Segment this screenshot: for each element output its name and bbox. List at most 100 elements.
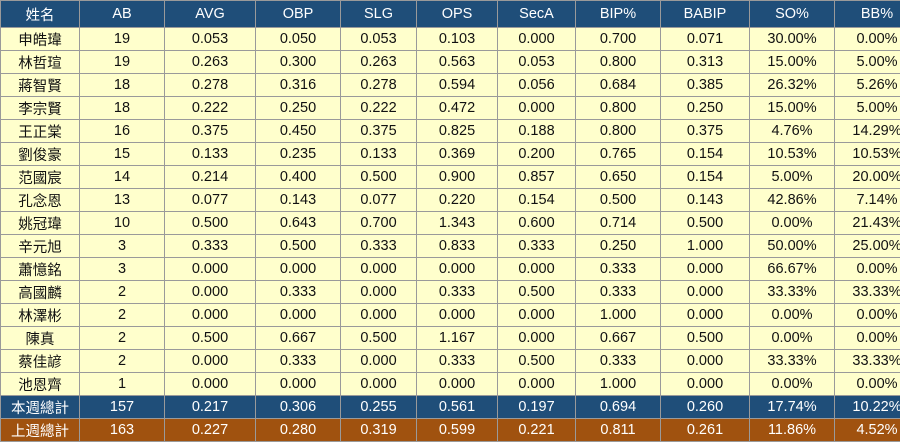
cell-name: 王正棠 [1, 120, 80, 143]
cell-bb-pct: 10.53% [835, 143, 900, 166]
cell-ops: 1.167 [417, 327, 498, 350]
cell-slg: 0.000 [341, 304, 417, 327]
cell-bip-pct: 0.667 [576, 327, 661, 350]
cell-bb-pct: 0.00% [835, 373, 900, 396]
cell-avg: 0.000 [165, 350, 256, 373]
cell-name: 本週總計 [1, 396, 80, 419]
cell-bb-pct: 5.00% [835, 97, 900, 120]
cell-name: 蔣智賢 [1, 74, 80, 97]
header-babip: BABIP [661, 1, 750, 28]
cell-ab: 2 [80, 327, 165, 350]
cell-obp: 0.300 [256, 51, 341, 74]
header-so-pct: SO% [750, 1, 835, 28]
header-avg: AVG [165, 1, 256, 28]
cell-ops: 1.343 [417, 212, 498, 235]
cell-so-pct: 33.33% [750, 350, 835, 373]
cell-name: 林澤彬 [1, 304, 80, 327]
cell-obp: 0.333 [256, 281, 341, 304]
cell-name: 姚冠瑋 [1, 212, 80, 235]
cell-ab: 3 [80, 235, 165, 258]
cell-name: 申皓瑋 [1, 28, 80, 51]
cell-ops: 0.599 [417, 419, 498, 442]
cell-babip: 0.313 [661, 51, 750, 74]
header-seca: SecA [498, 1, 576, 28]
cell-ab: 1 [80, 373, 165, 396]
cell-seca: 0.600 [498, 212, 576, 235]
header-row: 姓名 AB AVG OBP SLG OPS SecA BIP% BABIP SO… [1, 1, 900, 28]
cell-name: 蕭憶銘 [1, 258, 80, 281]
cell-seca: 0.000 [498, 97, 576, 120]
cell-bip-pct: 0.333 [576, 281, 661, 304]
cell-obp: 0.667 [256, 327, 341, 350]
header-ab: AB [80, 1, 165, 28]
cell-avg: 0.227 [165, 419, 256, 442]
cell-seca: 0.500 [498, 281, 576, 304]
cell-obp: 0.000 [256, 373, 341, 396]
cell-bb-pct: 0.00% [835, 28, 900, 51]
cell-ab: 13 [80, 189, 165, 212]
cell-so-pct: 33.33% [750, 281, 835, 304]
cell-slg: 0.333 [341, 235, 417, 258]
cell-name: 林哲瑄 [1, 51, 80, 74]
cell-avg: 0.133 [165, 143, 256, 166]
cell-slg: 0.319 [341, 419, 417, 442]
cell-bb-pct: 5.00% [835, 51, 900, 74]
cell-babip: 0.385 [661, 74, 750, 97]
cell-bb-pct: 0.00% [835, 304, 900, 327]
cell-obp: 0.050 [256, 28, 341, 51]
cell-slg: 0.077 [341, 189, 417, 212]
cell-bip-pct: 0.250 [576, 235, 661, 258]
cell-ab: 19 [80, 28, 165, 51]
cell-seca: 0.000 [498, 28, 576, 51]
cell-avg: 0.333 [165, 235, 256, 258]
cell-bb-pct: 7.14% [835, 189, 900, 212]
header-obp: OBP [256, 1, 341, 28]
cell-slg: 0.500 [341, 327, 417, 350]
cell-avg: 0.278 [165, 74, 256, 97]
cell-ops: 0.833 [417, 235, 498, 258]
cell-avg: 0.214 [165, 166, 256, 189]
cell-obp: 0.250 [256, 97, 341, 120]
cell-avg: 0.500 [165, 327, 256, 350]
cell-babip: 0.500 [661, 212, 750, 235]
cell-babip: 0.000 [661, 373, 750, 396]
cell-bb-pct: 4.52% [835, 419, 900, 442]
cell-so-pct: 26.32% [750, 74, 835, 97]
cell-name: 陳真 [1, 327, 80, 350]
cell-obp: 0.643 [256, 212, 341, 235]
cell-ab: 16 [80, 120, 165, 143]
cell-name: 高國麟 [1, 281, 80, 304]
cell-bb-pct: 33.33% [835, 350, 900, 373]
cell-obp: 0.235 [256, 143, 341, 166]
cell-ops: 0.103 [417, 28, 498, 51]
cell-babip: 0.000 [661, 304, 750, 327]
header-name: 姓名 [1, 1, 80, 28]
cell-so-pct: 5.00% [750, 166, 835, 189]
cell-bip-pct: 1.000 [576, 373, 661, 396]
cell-seca: 0.000 [498, 373, 576, 396]
cell-obp: 0.450 [256, 120, 341, 143]
cell-bb-pct: 5.26% [835, 74, 900, 97]
cell-bip-pct: 0.500 [576, 189, 661, 212]
cell-ops: 0.333 [417, 350, 498, 373]
cell-bb-pct: 21.43% [835, 212, 900, 235]
cell-babip: 1.000 [661, 235, 750, 258]
cell-avg: 0.053 [165, 28, 256, 51]
cell-seca: 0.000 [498, 327, 576, 350]
header-slg: SLG [341, 1, 417, 28]
cell-seca: 0.333 [498, 235, 576, 258]
cell-babip: 0.154 [661, 143, 750, 166]
cell-bb-pct: 33.33% [835, 281, 900, 304]
cell-name: 辛元旭 [1, 235, 80, 258]
cell-obp: 0.316 [256, 74, 341, 97]
cell-seca: 0.154 [498, 189, 576, 212]
cell-babip: 0.260 [661, 396, 750, 419]
cell-bb-pct: 25.00% [835, 235, 900, 258]
